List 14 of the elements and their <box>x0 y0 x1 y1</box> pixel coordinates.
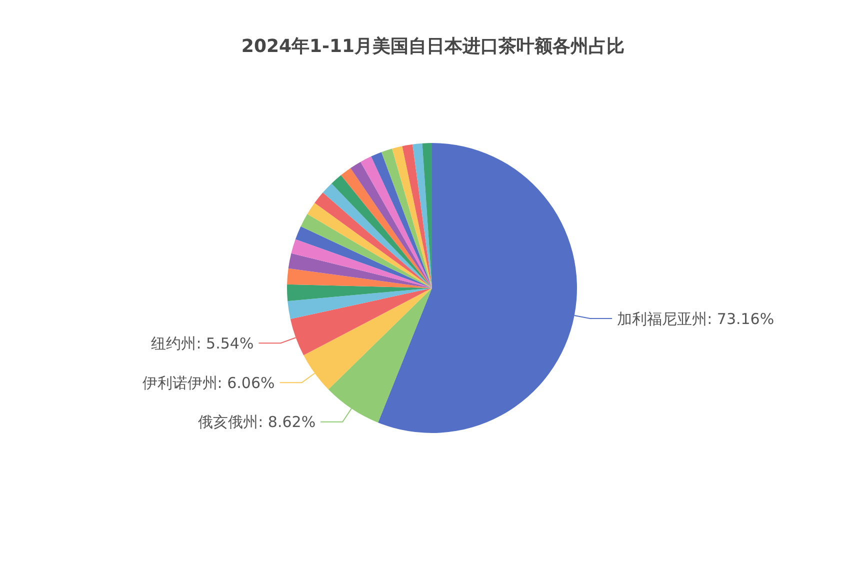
pie-slice <box>291 239 432 288</box>
pie-slice <box>287 268 432 288</box>
slice-label: 俄亥俄州: 8.62% <box>198 413 316 432</box>
pie-slice <box>360 156 432 288</box>
pie-slice <box>300 214 432 288</box>
slice-label: 纽约州: 5.54% <box>151 334 254 352</box>
slice-label: 伊利诺伊州: 6.06% <box>142 374 275 392</box>
slice-label: 加利福尼亚州: 73.16% <box>617 310 774 328</box>
pie-slice <box>287 284 432 302</box>
pie-slice <box>288 253 432 288</box>
pie-slice <box>381 148 432 288</box>
chart-title: 2024年1-11月美国自日本进口茶叶额各州占比 <box>241 36 625 57</box>
pie-slice <box>307 202 432 288</box>
pie-slice <box>392 146 432 288</box>
